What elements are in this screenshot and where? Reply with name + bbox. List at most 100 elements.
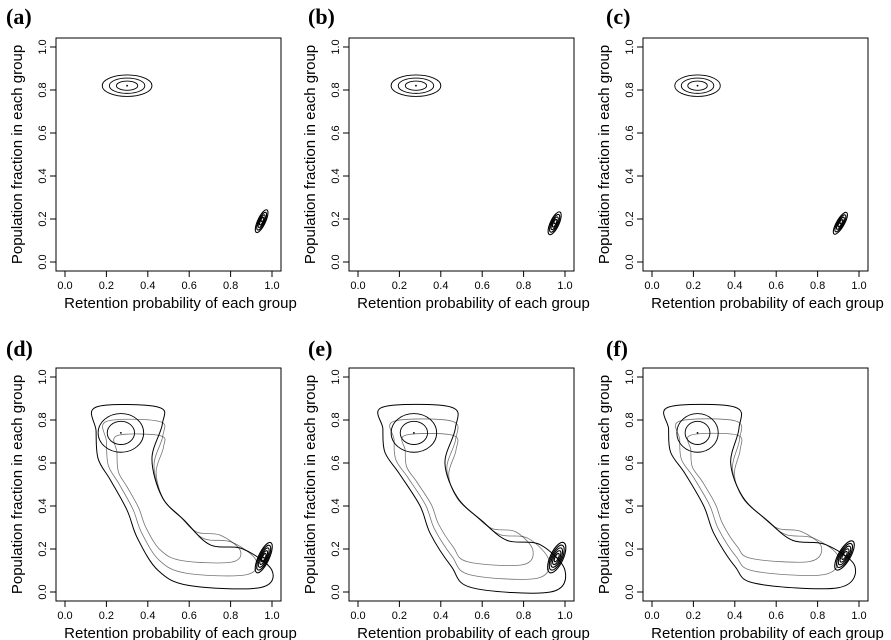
x-tick-label: 1.0 xyxy=(557,280,572,292)
contour-line xyxy=(553,552,560,563)
y-tick-label: 0.8 xyxy=(330,82,342,97)
contour-line xyxy=(835,542,854,568)
y-tick-label: 0.4 xyxy=(624,168,636,183)
x-tick-label: 0.0 xyxy=(350,610,365,622)
contour-line-ridge xyxy=(663,403,856,590)
contour-line xyxy=(259,550,269,566)
y-tick-label: 0.2 xyxy=(37,541,49,556)
x-tick-label: 0.0 xyxy=(644,610,659,622)
mode-point xyxy=(839,222,842,225)
contour-line xyxy=(390,413,438,453)
x-tick-label: 0.4 xyxy=(727,280,742,292)
panel-d: (d) 0.0 0.2 0.4 0.6 0.8 1.0 0.0 0.2 0.4 0.6 0.8 1.0 R… xyxy=(6,336,297,640)
y-tick-label: 0.8 xyxy=(330,412,342,427)
x-tick-label: 0.4 xyxy=(140,610,155,622)
contour-line xyxy=(551,218,558,228)
mode-point xyxy=(555,556,558,559)
x-tick-label: 0.2 xyxy=(686,280,701,292)
y-tick-label: 1.0 xyxy=(37,39,49,54)
x-axis-title: Retention probability of each group xyxy=(357,625,590,640)
contour-line xyxy=(254,209,269,234)
contour-line xyxy=(547,541,567,574)
mode-point xyxy=(412,432,415,434)
contour-line xyxy=(837,219,844,228)
mode-point xyxy=(415,84,417,87)
x-tick-label: 0.8 xyxy=(223,280,238,292)
y-tick-label: 0.4 xyxy=(330,168,342,183)
y-tick-label: 0.0 xyxy=(37,584,49,599)
contour-line xyxy=(397,77,435,94)
y-tick-label: 1.0 xyxy=(624,369,636,384)
contour-line xyxy=(550,216,559,231)
y-tick-label: 0.2 xyxy=(624,211,636,226)
panel-b: (b) 0.0 0.2 0.4 0.6 0.8 1.0 0.0 0.2 0.4 0.6 0.8 1.0 R… xyxy=(302,4,590,312)
x-tick-label: 0.8 xyxy=(516,280,531,292)
mode-point xyxy=(119,432,122,434)
contour-line xyxy=(254,541,273,574)
x-tick-label: 1.0 xyxy=(851,280,866,292)
panel-label: (c) xyxy=(606,4,630,29)
panel-c: (c) 0.0 0.2 0.4 0.6 0.8 1.0 0.0 0.2 0.4 0.6 0.8 1.0 R… xyxy=(596,4,884,312)
y-tick-label: 1.0 xyxy=(37,369,49,384)
x-axis-title: Retention probability of each group xyxy=(64,625,297,640)
y-tick-label: 0.8 xyxy=(624,82,636,97)
mode-point xyxy=(126,84,128,87)
contour-line xyxy=(256,544,272,571)
contour-line xyxy=(684,420,711,445)
contour-line-ridge-inner xyxy=(686,432,823,563)
x-tick-label: 0.2 xyxy=(99,280,114,292)
x-tick-label: 0.8 xyxy=(810,610,825,622)
contour-line xyxy=(674,74,721,97)
panel-label: (f) xyxy=(606,336,628,361)
y-tick-label: 0.0 xyxy=(330,584,342,599)
x-tick-label: 0.2 xyxy=(99,610,114,622)
y-tick-label: 0.6 xyxy=(624,455,636,470)
x-tick-label: 0.0 xyxy=(57,280,72,292)
x-tick-label: 0.0 xyxy=(350,280,365,292)
y-axis-title: Population fraction in each group xyxy=(596,45,613,264)
x-tick-label: 0.8 xyxy=(810,280,825,292)
y-tick-label: 0.0 xyxy=(624,584,636,599)
y-tick-label: 0.2 xyxy=(37,211,49,226)
contour-line-ridge-inner xyxy=(113,433,242,564)
contour-line xyxy=(257,214,266,229)
contour-line xyxy=(101,74,153,97)
y-tick-label: 0.6 xyxy=(624,125,636,140)
plot-frame xyxy=(55,367,282,602)
y-axis-title: Population fraction in each group xyxy=(9,375,26,594)
x-tick-label: 0.6 xyxy=(769,280,784,292)
y-tick-label: 0.8 xyxy=(624,412,636,427)
y-tick-label: 0.8 xyxy=(37,412,49,427)
contour-line xyxy=(834,214,847,233)
contour-line xyxy=(547,211,562,236)
panel-a: (a) 0.0 0.2 0.4 0.6 0.8 1.0 0.0 0.2 0.4 0.6 0.8 1.0 R… xyxy=(6,4,297,312)
contour-line xyxy=(116,80,139,91)
contour-line-ridge xyxy=(90,404,274,590)
contour-line-ridge-inner xyxy=(389,418,550,580)
plot-frame xyxy=(348,37,575,272)
y-tick-label: 1.0 xyxy=(330,369,342,384)
contour-line xyxy=(106,420,136,445)
x-tick-label: 0.0 xyxy=(57,610,72,622)
y-tick-label: 0.6 xyxy=(330,455,342,470)
x-tick-label: 0.6 xyxy=(182,280,197,292)
y-axis-title: Population fraction in each group xyxy=(302,375,319,594)
x-axis-title: Retention probability of each group xyxy=(357,295,590,312)
y-tick-label: 0.6 xyxy=(37,125,49,140)
x-tick-label: 1.0 xyxy=(851,610,866,622)
contour-line xyxy=(687,80,708,91)
contour-line xyxy=(97,413,145,453)
y-tick-label: 0.4 xyxy=(37,168,49,183)
contour-area xyxy=(663,403,856,590)
x-axis-title: Retention probability of each group xyxy=(64,295,297,312)
panel-label: (a) xyxy=(6,4,32,29)
y-tick-label: 0.6 xyxy=(37,455,49,470)
y-axis-title: Population fraction in each group xyxy=(9,45,26,264)
y-tick-label: 0.0 xyxy=(624,254,636,269)
y-tick-label: 0.4 xyxy=(37,498,49,513)
mode-point xyxy=(262,556,265,559)
contour-line xyxy=(841,550,848,560)
x-tick-label: 0.4 xyxy=(140,280,155,292)
panel-label: (b) xyxy=(308,4,335,29)
contour-line xyxy=(552,550,562,566)
